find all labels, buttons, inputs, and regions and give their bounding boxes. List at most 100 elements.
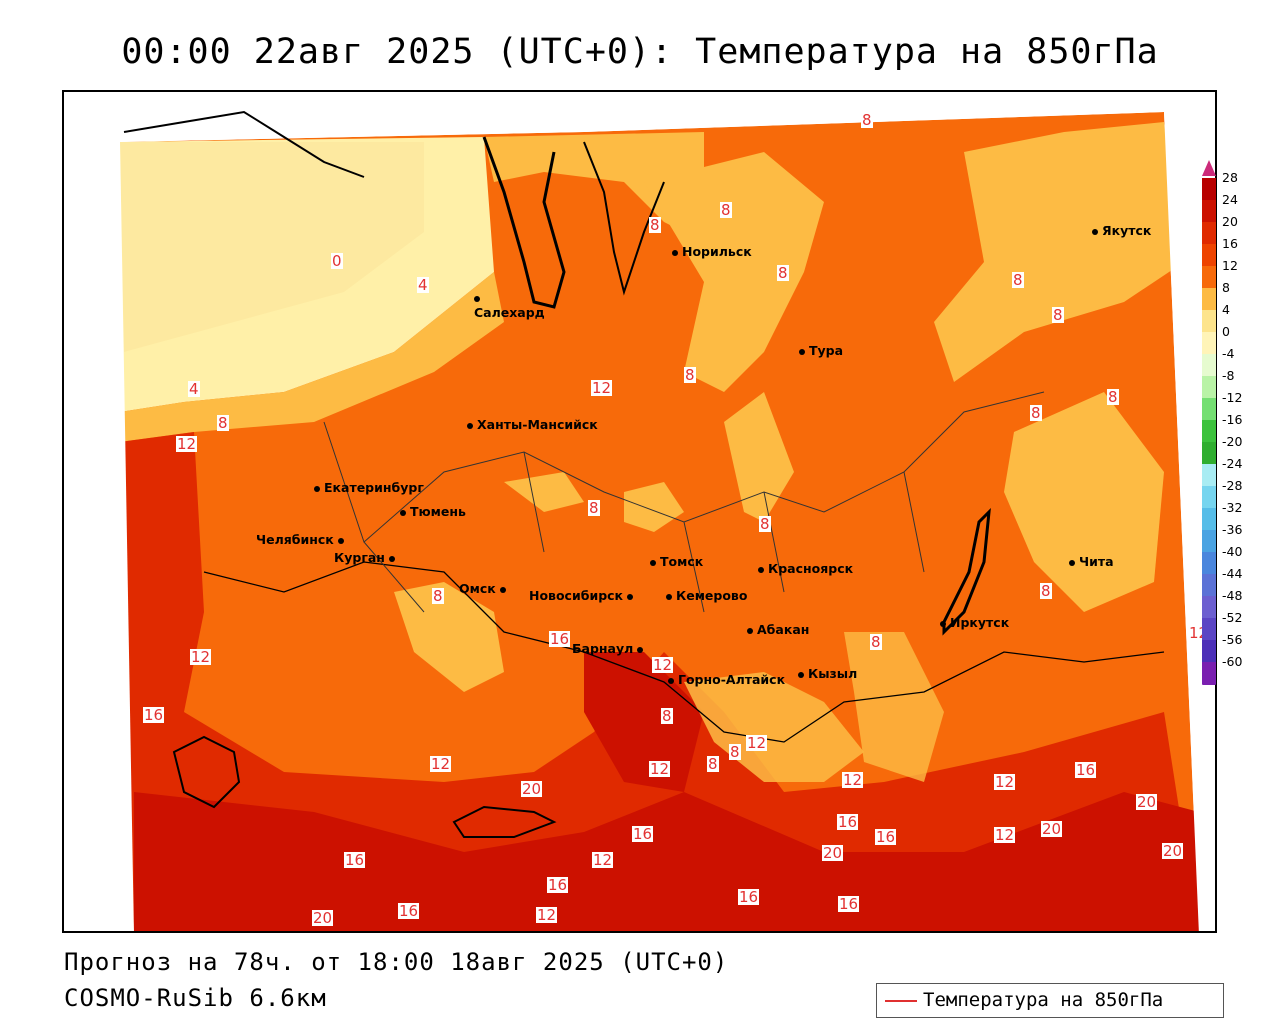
city-dot — [337, 537, 344, 544]
contour-label: 4 — [188, 380, 200, 398]
contour-label: 12 — [176, 435, 198, 453]
city-marker: Ханты-Мансийск — [467, 417, 598, 432]
colorbar-tick-label: 12 — [1222, 258, 1238, 273]
contour-label: 8 — [1107, 388, 1119, 406]
contour-label: 8 — [720, 201, 732, 219]
contour-label: 8 — [684, 366, 696, 384]
contour-label: 8 — [1040, 582, 1052, 600]
city-label: Тюмень — [410, 504, 466, 519]
city-marker: Абакан — [747, 622, 809, 637]
contour-label: 16 — [738, 888, 760, 906]
colorbar-swatch — [1202, 530, 1216, 552]
contour-label: 20 — [1162, 842, 1184, 860]
city-label: Горно-Алтайск — [678, 672, 786, 687]
contour-label: 8 — [1012, 271, 1024, 289]
zone-8-blob2 — [504, 472, 584, 512]
city-label: Тура — [809, 343, 844, 358]
contour-label: 8 — [729, 743, 741, 761]
city-dot — [672, 249, 678, 256]
contour-label: 12 — [591, 379, 613, 397]
contour-label: 8 — [217, 414, 229, 432]
zone-8-tura — [724, 392, 794, 522]
city-dot — [1092, 228, 1098, 235]
altai-mottle — [684, 672, 864, 782]
colorbar-tick-label: -52 — [1222, 610, 1243, 625]
contour-label: 20 — [521, 780, 543, 798]
colorbar-swatch — [1202, 618, 1216, 640]
colorbar-swatch — [1202, 178, 1216, 200]
colorbar-swatch — [1202, 442, 1216, 464]
colorbar-tick-label: 20 — [1222, 214, 1238, 229]
colorbar-swatch — [1202, 574, 1216, 596]
city-marker: Челябинск — [256, 532, 348, 547]
city-dot — [314, 485, 320, 492]
city-dot — [627, 593, 634, 600]
contour-label: 8 — [759, 515, 771, 533]
aral-sea — [172, 735, 241, 809]
contour-label: 8 — [1030, 404, 1042, 422]
outside-nw — [64, 92, 1215, 142]
colorbar-tick-label: -40 — [1222, 544, 1243, 559]
city-marker: Томск — [650, 554, 703, 569]
contour-label: 16 — [632, 825, 654, 843]
legend-label: Температура на 850гПа — [923, 989, 1164, 1011]
zone-24-pocket — [584, 652, 704, 792]
city-dot — [668, 677, 674, 684]
city-label: Челябинск — [256, 532, 334, 547]
city-dot — [747, 627, 753, 634]
colorbar-tick-label: -4 — [1222, 346, 1235, 361]
city-dot — [400, 509, 406, 516]
model-name: COSMO-RuSib 6.6км — [64, 984, 327, 1012]
city-label: Екатеринбург — [324, 480, 424, 495]
colorbar-swatch — [1202, 354, 1216, 376]
coastline-gydan — [583, 141, 665, 296]
city-marker: Якутск — [1092, 223, 1151, 238]
colorbar-swatch — [1202, 288, 1216, 310]
city-marker: Тура — [799, 343, 843, 358]
forecast-info: Прогноз на 78ч. от 18:00 18авг 2025 (UTC… — [64, 948, 729, 976]
city-label: Томск — [660, 554, 704, 569]
city-label: Салехард — [474, 305, 545, 320]
city-dot — [650, 559, 656, 566]
contour-label: 12 — [649, 760, 671, 778]
city-label: Барнаул — [572, 641, 634, 656]
legend-line-swatch — [885, 1000, 917, 1002]
city-marker: Чита — [1069, 554, 1114, 569]
cold-zone-light — [120, 142, 424, 352]
contour-label: 16 — [875, 828, 897, 846]
colorbar-swatch — [1202, 244, 1216, 266]
city-label: Чита — [1079, 554, 1114, 569]
contour-label: 8 — [707, 755, 719, 773]
colorbar-tick-label: -8 — [1222, 368, 1235, 383]
contour-label: 8 — [588, 499, 600, 517]
city-label: Красноярск — [768, 561, 854, 576]
city-marker: Тюмень — [400, 504, 466, 519]
contour-label: 8 — [661, 707, 673, 725]
city-marker: Красноярск — [758, 561, 853, 576]
colorbar-tick-label: -24 — [1222, 456, 1243, 471]
colorbar-swatch — [1202, 640, 1216, 662]
contour-label: 12 — [652, 656, 674, 674]
zone-8-blob — [624, 482, 684, 532]
colorbar-tick-label: -16 — [1222, 412, 1243, 427]
colorbar-tick-label: 28 — [1222, 170, 1238, 185]
zone-8-west — [120, 272, 504, 442]
contour-label: 20 — [1136, 793, 1158, 811]
contour-label: 16 — [837, 813, 859, 831]
colorbar-tick-label: 8 — [1222, 280, 1230, 295]
colorbar-swatch — [1202, 662, 1216, 684]
colorbar-tick-label: 24 — [1222, 192, 1238, 207]
contour-label: 12 — [190, 648, 212, 666]
colorbar-swatch — [1202, 398, 1216, 420]
colorbar-swatch — [1202, 200, 1216, 222]
zone-8-north — [484, 132, 704, 242]
colorbar-tick-label: -32 — [1222, 500, 1243, 515]
city-label: Кемерово — [676, 588, 748, 603]
contour-label: 12 — [430, 755, 452, 773]
contour-label: 8 — [649, 216, 661, 234]
colorbar-swatch — [1202, 376, 1216, 398]
city-marker: Норильск — [672, 244, 752, 259]
colorbar-tick-label: -60 — [1222, 654, 1243, 669]
city-marker: Омск — [459, 581, 510, 596]
contour-label: 12 — [746, 734, 768, 752]
